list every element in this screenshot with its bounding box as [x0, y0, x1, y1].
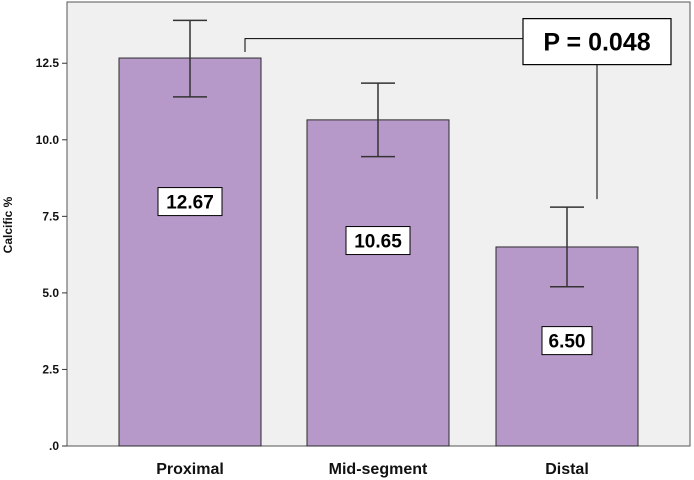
- bar-proximal: [118, 57, 262, 447]
- data-label: 12.67: [166, 193, 214, 214]
- significance-annotation: P = 0.048: [244, 18, 672, 200]
- x-category-label: Proximal: [156, 461, 224, 478]
- p-value-label: P = 0.048: [543, 29, 650, 57]
- error-bars: [173, 19, 584, 288]
- p-value-box: [522, 18, 672, 66]
- data-label: 6.50: [549, 332, 586, 353]
- y-tick-label: 10.0: [36, 133, 60, 147]
- x-category-label: Mid-segment: [329, 461, 428, 478]
- y-tick-label: .0: [49, 439, 59, 453]
- y-axis-label: Calcific %: [1, 196, 15, 253]
- y-tick-label: 7.5: [42, 209, 59, 223]
- data-label: 10.65: [354, 232, 402, 253]
- significance-bracket: [244, 38, 598, 200]
- y-axis: .0 2.5 5.0 7.5 10.0 12.5: [36, 56, 67, 453]
- bar-mid-segment: [306, 119, 450, 447]
- data-label-box: [345, 226, 411, 256]
- y-tick-label: 12.5: [36, 56, 60, 70]
- data-labels: 12.67 10.65 6.50: [157, 187, 593, 356]
- data-label-box: [157, 187, 223, 217]
- y-tick-label: 2.5: [42, 362, 59, 376]
- data-label-box: [541, 326, 593, 356]
- x-axis-labels: Proximal Mid-segment Distal: [156, 461, 589, 478]
- y-tick-label: 5.0: [42, 286, 59, 300]
- x-category-label: Distal: [545, 461, 589, 478]
